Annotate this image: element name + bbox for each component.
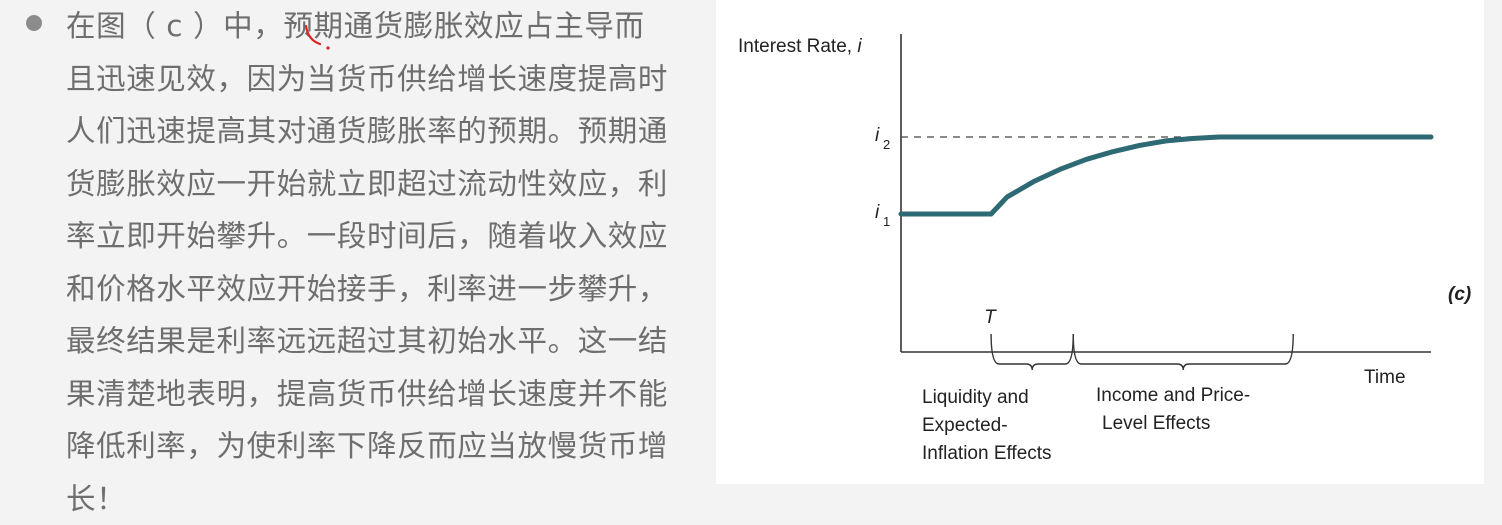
paragraph-line: 率立即开始攀升。一段时间后，随着收入效应 [66,210,676,263]
paragraph-line: 在图（ c ）中，预期通货膨胀效应占主导而 [66,0,676,53]
paragraph-line: 果清楚地表明，提高货币供给增长速度并不能 [66,368,676,421]
paragraph-line: 最终结果是利率远远超过其初始水平。这一结 [66,315,676,368]
y-axis-label-text: Interest Rate, [738,36,857,57]
explanation-paragraph: 在图（ c ）中，预期通货膨胀效应占主导而 且迅速见效，因为当货币供给增长速度提… [66,0,676,525]
paragraph-line: 人们迅速提高其对通货膨胀率的预期。预期通 [66,105,676,158]
brace-label-2-line: Level Effects [1102,413,1210,434]
paragraph-line: 长！ [66,473,676,525]
bullet-point [26,15,42,31]
paragraph-line: 和价格水平效应开始接手，利率进一步攀升， [66,263,676,316]
paragraph-line: 且迅速见效，因为当货币供给增长速度提高时 [66,53,676,106]
x-axis-label: Time [1364,367,1406,388]
y-tick-label-i2: i [875,125,880,146]
y-axis-label-var: i [857,36,862,57]
interest-rate-curve [901,137,1431,214]
y-tick-subscript-1: 1 [883,214,890,229]
paragraph-line: 降低利率，为使利率下降反而应当放慢货币增 [66,420,676,473]
paragraph-line: 货膨胀效应一开始就立即超过流动性效应，利 [66,158,676,211]
brace-label-1-line: Liquidity and [922,387,1029,408]
panel-label: (c) [1448,284,1471,305]
y-tick-subscript-2: 2 [883,137,890,152]
brace-label-1-line: Expected- [922,415,1008,436]
handwritten-annotation-mark [300,16,336,56]
brace-label-2-line: Income and Price- [1096,385,1250,406]
y-axis-label: Interest Rate, i [738,36,862,57]
y-tick-label-i1: i [875,202,880,223]
x-marker-label-t: T [984,307,997,328]
brace-label-1-line: Inflation Effects [922,443,1052,464]
